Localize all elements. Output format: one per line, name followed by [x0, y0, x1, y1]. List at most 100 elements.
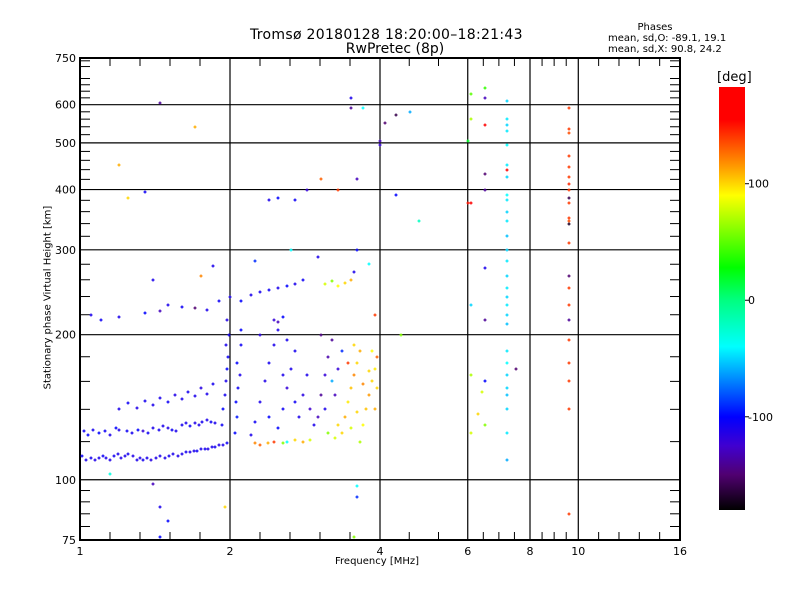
data-point [220, 423, 224, 427]
data-point [180, 397, 184, 401]
data-point [89, 456, 93, 460]
data-point [333, 436, 337, 440]
data-point [108, 472, 112, 476]
data-point [505, 129, 509, 133]
data-point [394, 193, 398, 197]
data-point [301, 393, 305, 397]
data-point [224, 343, 228, 347]
data-point [145, 456, 149, 460]
y-tick-label: 100 [55, 474, 76, 487]
data-point [272, 440, 276, 444]
data-point [108, 458, 112, 462]
data-point [505, 386, 509, 390]
data-point [370, 349, 374, 353]
data-point [199, 447, 203, 451]
data-point [211, 382, 215, 386]
data-point [258, 333, 262, 337]
data-point [505, 175, 509, 179]
data-point [82, 429, 86, 433]
data-point [567, 241, 571, 245]
data-point [235, 361, 239, 365]
data-point [272, 343, 276, 347]
data-point [383, 121, 387, 125]
data-point [316, 255, 320, 259]
data-point [210, 445, 214, 449]
data-point [301, 278, 305, 282]
data-point [323, 373, 327, 377]
data-point [258, 443, 262, 447]
data-point [228, 295, 232, 299]
data-point [170, 428, 174, 432]
data-point [361, 423, 365, 427]
data-point [349, 106, 353, 110]
data-point [281, 407, 285, 411]
data-point [469, 373, 473, 377]
data-point [567, 188, 571, 192]
x-tick-label: 6 [464, 545, 471, 558]
data-point [276, 426, 280, 430]
data-point [213, 421, 217, 425]
data-point [469, 201, 473, 205]
data-point [188, 424, 192, 428]
data-point [505, 274, 509, 278]
data-point [293, 282, 297, 286]
data-point [135, 458, 139, 462]
data-point [157, 428, 161, 432]
data-point [483, 318, 487, 322]
data-point [505, 295, 509, 299]
data-point [163, 456, 167, 460]
data-point [293, 438, 297, 442]
data-point [249, 433, 253, 437]
data-point [184, 450, 188, 454]
data-point [217, 443, 221, 447]
data-point [267, 361, 271, 365]
data-point [289, 248, 293, 252]
data-point [466, 201, 470, 205]
data-point [378, 143, 382, 147]
data-point [167, 454, 171, 458]
y-tick-label: 400 [55, 184, 76, 197]
data-point [505, 349, 509, 353]
data-point [373, 313, 377, 317]
data-point [505, 393, 509, 397]
data-point [239, 343, 243, 347]
data-point [141, 429, 145, 433]
data-point [166, 519, 170, 523]
data-point [151, 426, 155, 430]
data-point [358, 440, 362, 444]
data-point [226, 355, 230, 359]
data-point [263, 379, 267, 383]
data-point [567, 182, 571, 186]
x-tick-label: 1 [77, 545, 84, 558]
data-point [126, 196, 130, 200]
data-point [319, 177, 323, 181]
data-point [505, 117, 509, 121]
data-point [203, 447, 207, 451]
data-point [349, 278, 353, 282]
data-point [293, 198, 297, 202]
data-point [469, 303, 473, 307]
data-point [361, 382, 365, 386]
data-point [117, 163, 121, 167]
data-point [276, 320, 280, 324]
data-point [193, 421, 197, 425]
data-point [130, 431, 134, 435]
data-point [141, 458, 145, 462]
data-point [192, 449, 196, 453]
data-point [375, 355, 379, 359]
data-point [225, 441, 229, 445]
data-point [180, 305, 184, 309]
data-point [293, 349, 297, 353]
data-point [224, 379, 228, 383]
data-point [253, 441, 257, 445]
data-point [567, 127, 571, 131]
data-point [483, 266, 487, 270]
data-point [505, 259, 509, 263]
data-point [135, 406, 139, 410]
data-point [158, 454, 162, 458]
data-point [319, 333, 323, 337]
data-point [154, 456, 158, 460]
data-point [505, 303, 509, 307]
data-point [505, 407, 509, 411]
data-point [166, 303, 170, 307]
